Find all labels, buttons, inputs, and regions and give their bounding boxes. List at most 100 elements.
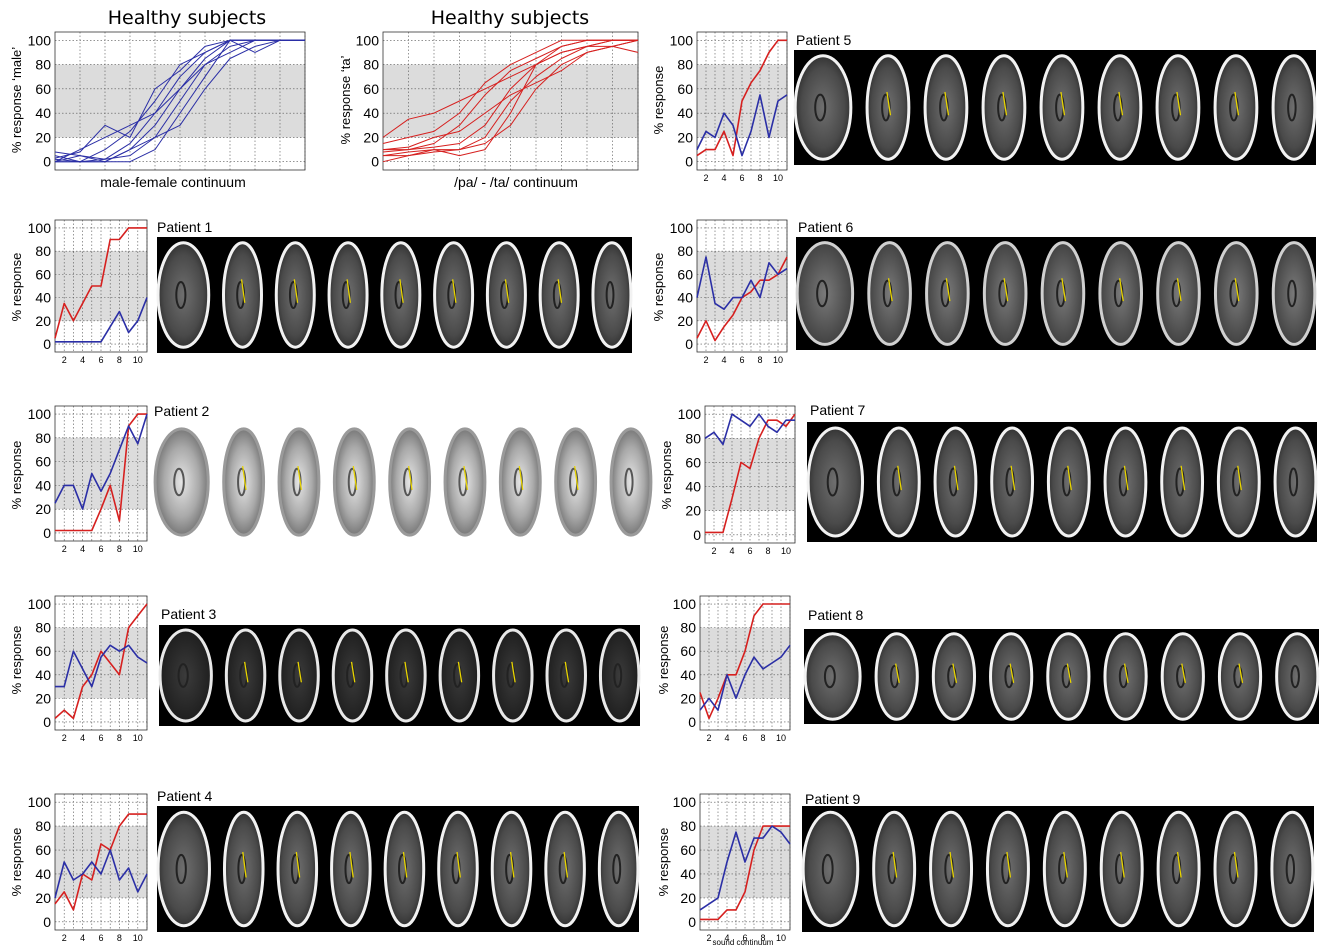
y-tick-label: 80 xyxy=(35,243,51,259)
y-tick-label: 40 xyxy=(363,105,379,121)
brain-slice xyxy=(490,810,533,928)
x-tick-label: 4 xyxy=(724,733,729,743)
y-tick-label: 60 xyxy=(685,454,701,470)
brain-slice xyxy=(867,241,912,346)
x-tick-label: 4 xyxy=(80,733,85,743)
brain-slice xyxy=(554,427,598,537)
healthy-title-1: Healthy subjects xyxy=(108,7,266,29)
y-tick-label: 60 xyxy=(35,454,51,470)
brain-slice xyxy=(872,810,917,928)
slice-skull xyxy=(1156,241,1201,346)
lesion-marker xyxy=(1002,91,1008,116)
y-tick-label: 20 xyxy=(35,501,51,517)
x-tick-label: 4 xyxy=(721,173,726,183)
brain-slice xyxy=(492,628,534,723)
slice-skull xyxy=(278,628,320,723)
slice-ventricle xyxy=(605,280,615,310)
brain-slice xyxy=(153,427,210,537)
lesion-marker xyxy=(295,851,301,878)
slice-ventricle xyxy=(173,467,185,497)
brain-slice xyxy=(222,241,263,349)
brain-slice xyxy=(1271,54,1317,161)
x-tick-label: 6 xyxy=(98,733,103,743)
lesion-marker xyxy=(349,851,354,878)
x-tick-label: 2 xyxy=(62,733,67,743)
brain-slice xyxy=(1213,241,1259,346)
slice-skull xyxy=(327,241,369,349)
series-line-blue-6 xyxy=(54,39,305,163)
lesion-marker xyxy=(297,465,303,491)
lesion-marker xyxy=(886,91,892,116)
slice-ventricle xyxy=(613,663,623,688)
y-tick-label: 40 xyxy=(35,290,51,306)
patient-4-ylabel: % response xyxy=(9,828,24,897)
brain-slice xyxy=(385,628,427,723)
x-tick-label: 2 xyxy=(703,355,708,365)
brain-slice xyxy=(156,810,211,928)
brain-slice xyxy=(1155,54,1201,161)
slice-skull xyxy=(609,427,653,537)
lesion-marker xyxy=(452,279,457,303)
brain-slice xyxy=(1103,632,1148,721)
slice-skull xyxy=(222,810,265,928)
brain-slice xyxy=(330,810,372,928)
lesion-marker xyxy=(895,663,900,684)
plot-frame xyxy=(704,405,796,544)
slice-skull xyxy=(1160,426,1205,538)
slice-skull xyxy=(985,810,1030,928)
brain-slice xyxy=(222,810,265,928)
lesion-marker xyxy=(1010,465,1016,491)
slice-skull xyxy=(485,241,527,349)
lesion-marker xyxy=(1180,465,1186,491)
y-tick-label: 60 xyxy=(35,842,51,858)
brain-slice xyxy=(156,241,211,349)
chart-patient-8: 0 20 40 60 80 100 2 4 6 8 10 xyxy=(673,595,791,743)
patient-2-ylabel: % response xyxy=(9,441,24,510)
brain-slice xyxy=(331,628,374,723)
y-tick-label: 80 xyxy=(35,620,51,636)
slice-skull xyxy=(1098,241,1144,346)
y-tick-label: 0 xyxy=(43,154,51,170)
y-tick-label: 20 xyxy=(677,129,693,145)
lesion-marker xyxy=(1003,278,1009,302)
lesion-marker xyxy=(408,465,413,491)
brain-slice xyxy=(498,427,542,537)
x-tick-label: 8 xyxy=(117,544,122,554)
x-tick-label: 6 xyxy=(98,355,103,365)
series-line-blue-1 xyxy=(54,849,148,899)
slice-skull xyxy=(1156,810,1201,928)
slice-skull xyxy=(876,426,921,538)
lesion-marker xyxy=(242,465,247,491)
lesion-marker xyxy=(1118,91,1124,116)
x-tick-label: 6 xyxy=(742,933,747,943)
slice-ventricle xyxy=(175,853,187,885)
y-tick-label: 80 xyxy=(35,57,51,73)
lesion-marker xyxy=(456,851,461,878)
brain-slice xyxy=(438,628,481,723)
series-line-red-0 xyxy=(705,413,796,534)
slice-skull xyxy=(1271,241,1317,346)
slice-ventricle xyxy=(814,93,827,122)
y-tick-label: 80 xyxy=(680,620,696,636)
lesion-marker xyxy=(1233,851,1239,878)
x-tick-label: 2 xyxy=(706,733,711,743)
slice-skull xyxy=(872,810,917,928)
slice-skull xyxy=(158,628,213,723)
lesion-marker xyxy=(557,279,563,303)
y-tick-label: 40 xyxy=(35,866,51,882)
y-tick-label: 40 xyxy=(677,105,693,121)
brain-slice xyxy=(989,632,1034,721)
series-line-red-2 xyxy=(382,45,639,138)
patient-9-label: Patient 9 xyxy=(805,791,860,807)
patient-3-ylabel: % response xyxy=(9,626,24,695)
patient-8-ylabel: % response xyxy=(656,626,671,695)
chart-patient-1: 0 20 40 60 80 100 2 4 6 8 10 xyxy=(28,219,148,365)
series-line-red-0 xyxy=(54,227,147,339)
y-tick-label: 80 xyxy=(677,243,693,259)
y-tick-label: 0 xyxy=(43,525,51,541)
x-tick-label: 10 xyxy=(133,544,143,554)
lesion-marker xyxy=(563,851,569,878)
x-tick-label: 10 xyxy=(133,933,143,943)
series-line-red-0 xyxy=(55,413,147,532)
